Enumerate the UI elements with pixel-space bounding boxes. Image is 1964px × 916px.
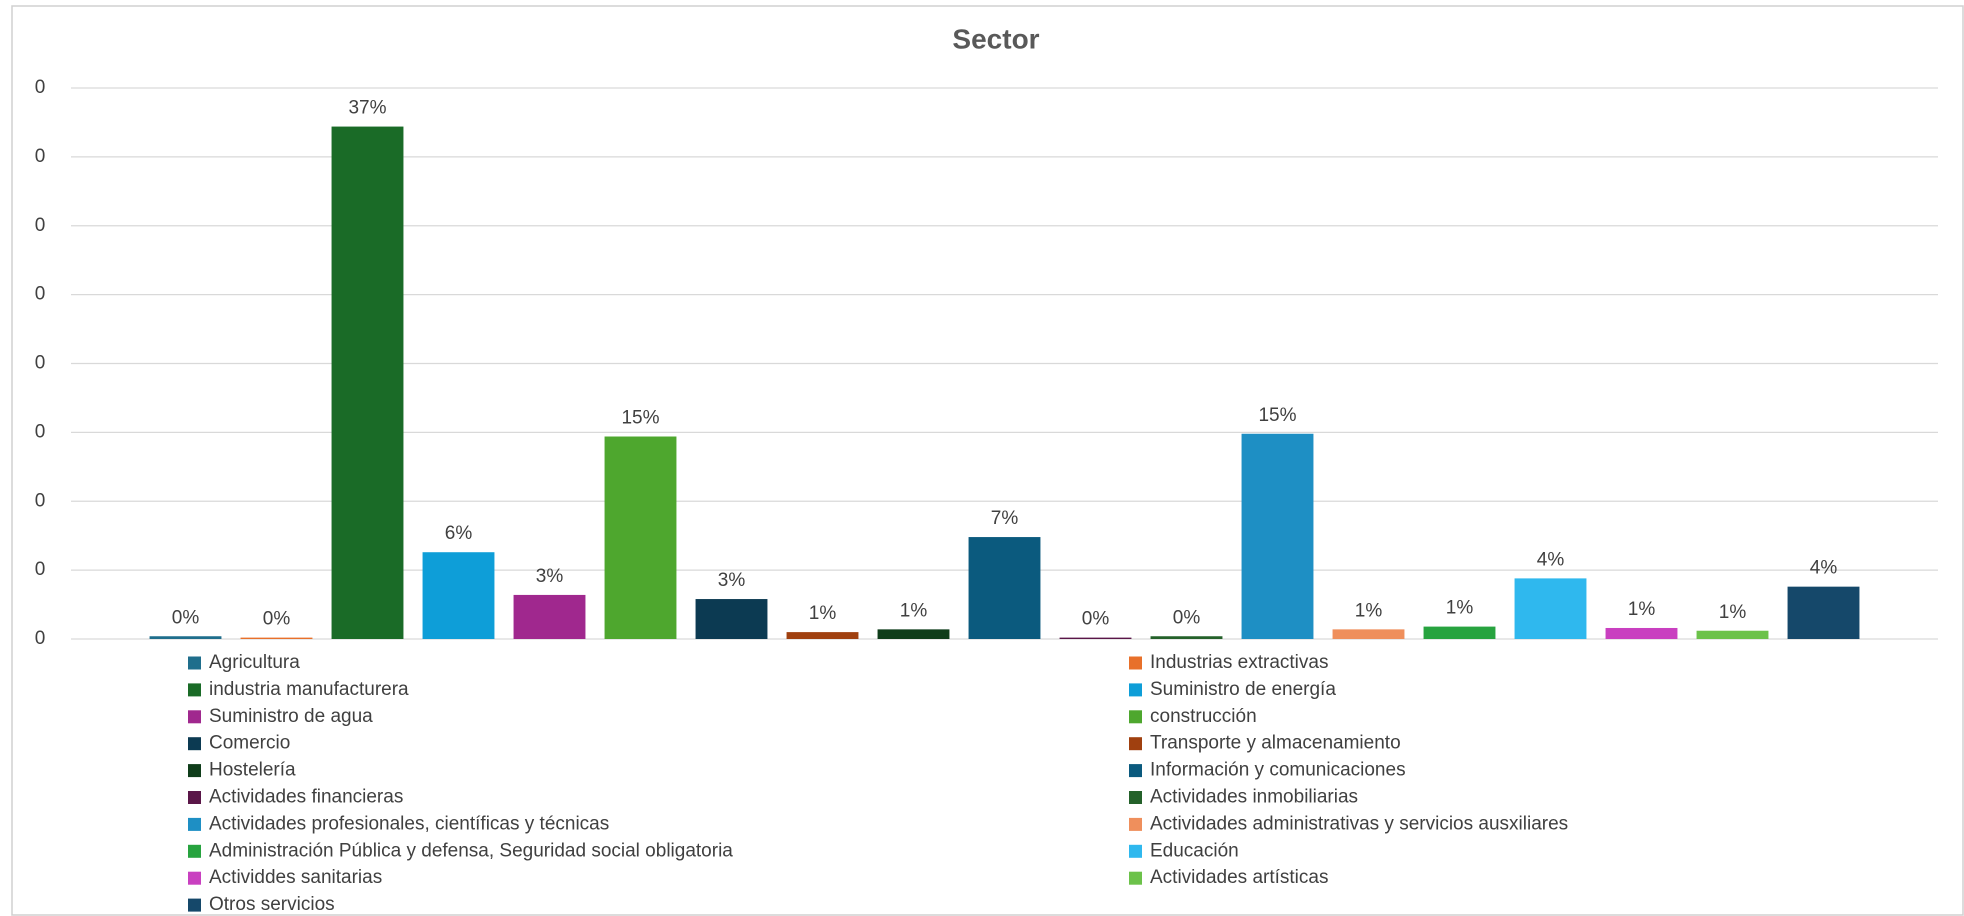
y-tick-label: 0 <box>35 559 46 580</box>
y-tick-label: 0 <box>35 284 46 305</box>
bar <box>1332 629 1405 639</box>
data-label: 7% <box>991 508 1019 529</box>
bar <box>240 637 313 639</box>
data-label: 6% <box>445 523 473 544</box>
legend-swatch <box>188 683 201 697</box>
legend-label: Actividades inmobiliarias <box>1150 787 1358 808</box>
legend-swatch <box>188 710 201 724</box>
bar <box>604 436 677 639</box>
legend-label: Actividades administrativas y servicios … <box>1150 813 1568 834</box>
legend-swatch <box>1129 871 1142 885</box>
legend-swatch <box>188 817 201 831</box>
legend-swatch <box>188 737 201 751</box>
legend-label: Actividades artísticas <box>1150 867 1328 888</box>
data-label: 4% <box>1537 549 1565 570</box>
legend-swatch <box>1129 737 1142 751</box>
bar <box>877 629 950 639</box>
data-label: 0% <box>1082 609 1110 630</box>
y-tick-label: 0 <box>35 353 46 374</box>
bar <box>786 632 859 639</box>
legend-swatch <box>1129 710 1142 724</box>
bar <box>149 636 222 639</box>
legend-swatch <box>188 791 201 804</box>
data-label: 1% <box>1355 600 1383 621</box>
legend-swatch <box>1129 817 1142 831</box>
data-label: 3% <box>718 570 746 591</box>
chart-frame <box>11 5 1964 916</box>
legend-swatch <box>1129 656 1142 670</box>
legend-label: Agricultura <box>209 652 300 673</box>
y-tick-label: 0 <box>35 628 46 649</box>
bar <box>1150 636 1223 639</box>
data-label: 1% <box>900 600 928 621</box>
y-tick-label: 0 <box>35 146 46 167</box>
legend-label: Información y comunicaciones <box>1150 760 1406 781</box>
legend-swatch <box>1129 844 1142 858</box>
legend-swatch <box>1129 683 1142 697</box>
y-tick-label: 0 <box>35 215 46 236</box>
bar <box>513 594 586 639</box>
legend-swatch <box>188 656 201 670</box>
bar <box>1514 578 1587 639</box>
bar <box>1605 627 1678 639</box>
bar <box>1241 433 1314 639</box>
data-label: 1% <box>1719 602 1747 623</box>
legend-label: Suministro de agua <box>209 706 373 727</box>
legend-label: Hostelería <box>209 760 296 781</box>
legend-swatch <box>1129 764 1142 778</box>
bar <box>1696 630 1769 639</box>
data-label: 0% <box>263 609 291 630</box>
data-label: 3% <box>536 566 564 587</box>
legend-swatch <box>188 764 201 778</box>
legend-label: Actividades financieras <box>209 787 403 808</box>
y-tick-label: 0 <box>35 421 46 442</box>
legend-label: Educación <box>1150 840 1239 861</box>
data-label: 1% <box>809 603 837 624</box>
legend-label: Actividades profesionales, científicas y… <box>209 813 609 834</box>
legend-swatch <box>188 898 201 912</box>
y-tick-label: 0 <box>35 490 46 511</box>
legend-label: Administración Pública y defensa, Seguri… <box>209 840 733 861</box>
legend-label: Actividdes sanitarias <box>209 867 382 888</box>
bar <box>1787 586 1860 639</box>
legend-label: construcción <box>1150 706 1257 727</box>
legend-label: Comercio <box>209 733 290 754</box>
legend-label: Otros servicios <box>209 894 335 915</box>
y-tick-label: 0 <box>35 77 46 98</box>
data-label: 15% <box>621 408 659 429</box>
bar <box>968 537 1041 639</box>
bar <box>331 126 404 639</box>
data-label: 0% <box>172 607 200 628</box>
chart-title: Sector <box>952 23 1039 54</box>
legend-label: Industrias extractivas <box>1150 652 1328 673</box>
data-label: 1% <box>1446 598 1474 619</box>
data-label: 37% <box>348 98 386 119</box>
data-label: 1% <box>1628 599 1656 620</box>
legend-swatch <box>188 871 201 885</box>
bar <box>695 599 768 639</box>
legend-swatch <box>188 844 201 858</box>
bar <box>1059 637 1132 639</box>
data-label: 0% <box>1173 607 1201 628</box>
legend-label: Transporte y almacenamiento <box>1150 733 1401 754</box>
legend-swatch <box>1129 791 1142 804</box>
legend-label: Suministro de energía <box>1150 679 1336 700</box>
bar <box>422 552 495 639</box>
data-label: 15% <box>1258 405 1296 426</box>
data-label: 4% <box>1810 558 1838 579</box>
bar <box>1423 626 1496 639</box>
legend-label: industria manufacturera <box>209 679 409 700</box>
